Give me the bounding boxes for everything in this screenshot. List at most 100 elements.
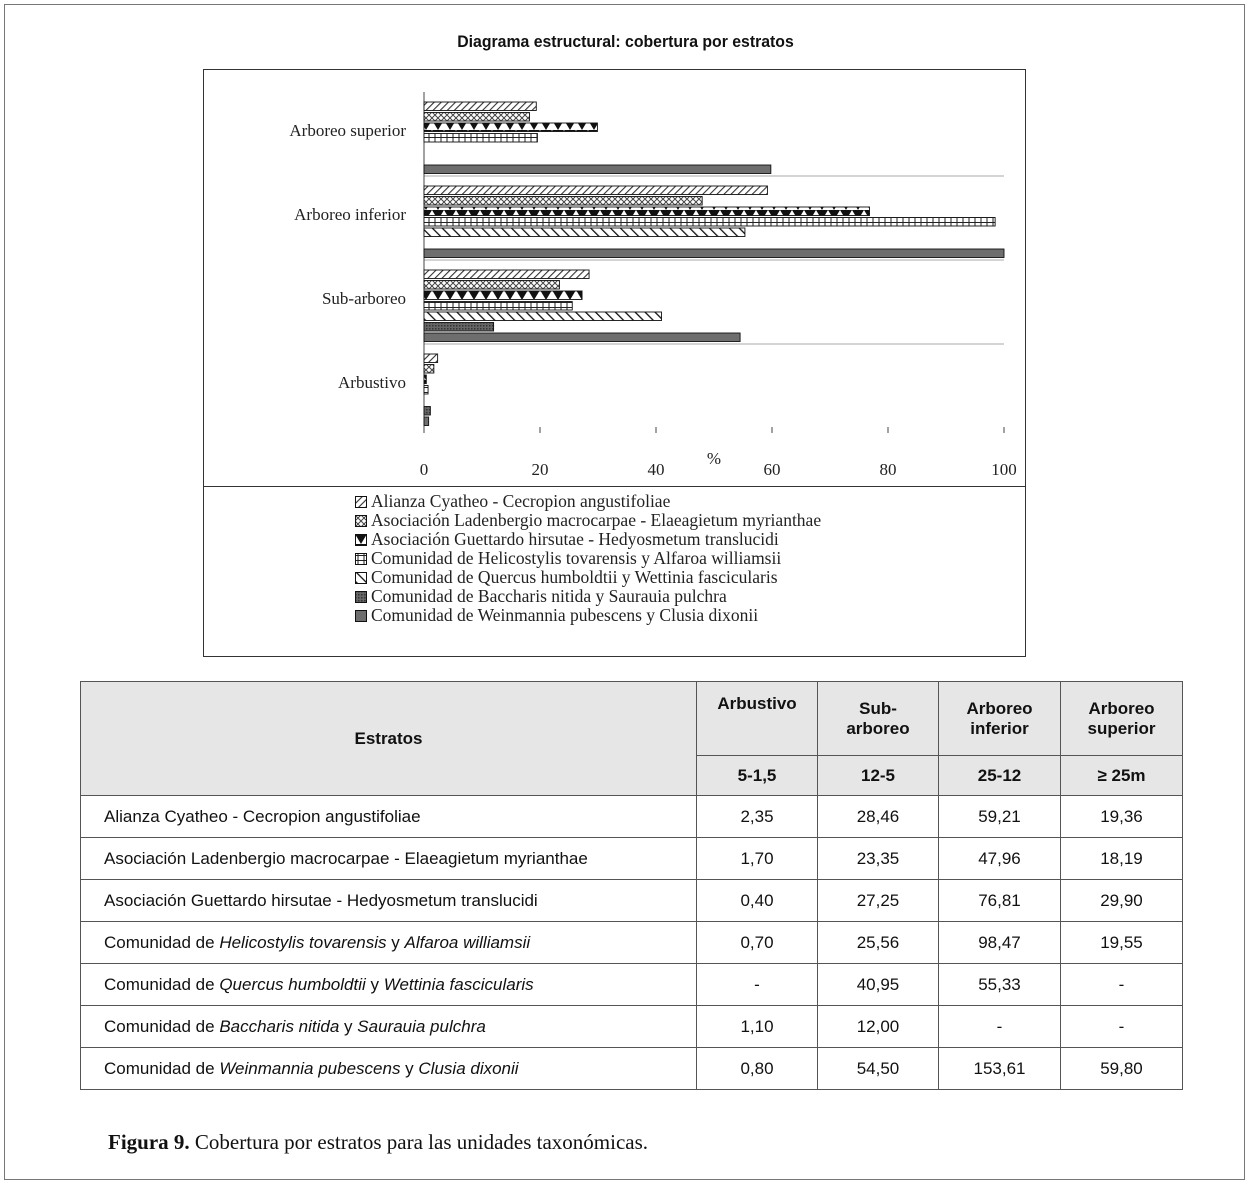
bar [423,280,560,290]
legend-item: Comunidad de Baccharis nitida y Saurauia… [355,587,821,606]
legend-item: Comunidad de Quercus humboldtii y Wettin… [355,568,821,587]
bar [423,290,583,300]
value-cell: 153,61 [938,1047,1061,1090]
x-tick-label: 20 [532,460,549,479]
category-label: Arboreo inferior [294,205,406,224]
legend-label: Comunidad de Baccharis nitida y Saurauia… [371,586,727,606]
caption-label: Figura 9. [108,1130,190,1154]
header-range: 12-5 [817,755,939,796]
table-row: Comunidad de Helicostylis tovarensis y A… [80,921,1183,964]
x-tick-label: 80 [880,460,897,479]
category-label: Arboreo superior [289,121,406,140]
value-cell: 55,33 [938,963,1061,1006]
bar [423,311,662,321]
header-range: ≥ 25m [1060,755,1183,796]
grid-lines [424,175,1004,345]
x-tick-label: 0 [420,460,429,479]
value-cell: 59,80 [1060,1047,1183,1090]
header-col-0: Arbustivo [696,681,818,756]
value-cell: 27,25 [817,879,939,922]
legend-label: Asociación Ladenbergio macrocarpae - Ela… [371,510,822,530]
bar [423,133,538,143]
value-cell: 2,35 [696,795,818,838]
table-row: Alianza Cyatheo - Cecropion angustifolia… [80,795,1183,838]
bar [423,416,430,426]
data-table: Estratos Arbustivo Sub- arboreo Arboreo … [80,681,1183,1090]
x-axis-label: % [707,449,721,468]
legend-swatch [355,495,367,508]
legend-label: Comunidad de Helicostylis tovarensis y A… [371,548,782,568]
header-range: 25-12 [938,755,1061,796]
x-tick-label: 60 [764,460,781,479]
legend-label: Alianza Cyatheo - Cecropion angustifolia… [371,491,671,511]
legend-separator [203,486,1026,487]
row-name-cell: Asociación Ladenbergio macrocarpae - Ela… [80,837,697,880]
value-cell: - [938,1005,1061,1048]
value-cell: 1,70 [696,837,818,880]
value-cell: 59,21 [938,795,1061,838]
category-label: Arbustivo [338,373,406,392]
legend-label: Comunidad de Quercus humboldtii y Wettin… [371,567,778,587]
header-strata: Estratos [80,681,697,796]
row-name-cell: Comunidad de Weinmannia pubescens y Clus… [80,1047,697,1090]
value-cell: 18,19 [1060,837,1183,880]
bar [423,217,996,227]
value-cell: 98,47 [938,921,1061,964]
legend-swatch [355,514,367,527]
value-cell: 29,90 [1060,879,1183,922]
bar [423,374,427,384]
chart-box: Arboreo superior Arboreo inferior Sub-arbo… [203,69,1026,657]
legend-label: Comunidad de Weinmannia pubescens y Clus… [371,605,759,625]
header-col-2: Arboreo inferior [938,681,1061,756]
figure-frame [4,4,1245,1180]
figure-caption: Figura 9. Cobertura por estratos para la… [108,1130,648,1155]
bar [423,112,530,122]
bar [423,122,598,132]
bar [423,101,537,111]
bar [423,227,746,237]
value-cell: 28,46 [817,795,939,838]
value-cell: 0,40 [696,879,818,922]
bar [423,353,439,363]
bar-chart: Arboreo superior Arboreo inferior Sub-arbo… [289,92,1017,479]
bar [423,301,573,311]
caption-text: Cobertura por estratos para las unidades… [189,1130,649,1154]
value-cell: 12,00 [817,1005,939,1048]
row-name-cell: Comunidad de Quercus humboldtii y Wettin… [80,963,697,1006]
legend-item: Asociación Ladenbergio macrocarpae - Ela… [355,511,821,530]
value-cell: 19,36 [1060,795,1183,838]
value-cell: 0,80 [696,1047,818,1090]
header-col-label: Arbustivo [717,694,797,713]
table-row: Comunidad de Quercus humboldtii y Wettin… [80,963,1183,1006]
legend-swatch [355,609,367,622]
table-row: Asociación Guettardo hirsutae - Hedyosme… [80,879,1183,922]
value-cell: 25,56 [817,921,939,964]
legend-item: Asociación Guettardo hirsutae - Hedyosme… [355,530,821,549]
bar [423,364,435,374]
value-cell: 1,10 [696,1005,818,1048]
value-cell: 19,55 [1060,921,1183,964]
header-col-1: Sub- arboreo [817,681,939,756]
bar [423,196,703,206]
bar [423,206,870,216]
value-cell: 40,95 [817,963,939,1006]
row-name-cell: Alianza Cyatheo - Cecropion angustifolia… [80,795,697,838]
legend-item: Comunidad de Helicostylis tovarensis y A… [355,549,821,568]
bar [423,248,1005,258]
value-cell: - [696,963,818,1006]
row-name-cell: Comunidad de Helicostylis tovarensis y A… [80,921,697,964]
value-cell: 0,70 [696,921,818,964]
legend: Alianza Cyatheo - Cecropion angustifolia… [355,492,821,625]
value-cell: 23,35 [817,837,939,880]
bar [423,332,741,342]
legend-swatch [355,571,367,584]
bar [423,406,431,416]
category-label: Sub-arboreo [322,289,406,308]
value-cell: 47,96 [938,837,1061,880]
table-row: Comunidad de Weinmannia pubescens y Clus… [80,1047,1183,1090]
header-col-3: Arboreo superior [1060,681,1183,756]
legend-swatch [355,533,367,546]
header-col-label: Arboreo superior [1087,698,1156,738]
bar [423,269,590,279]
value-cell: 76,81 [938,879,1061,922]
